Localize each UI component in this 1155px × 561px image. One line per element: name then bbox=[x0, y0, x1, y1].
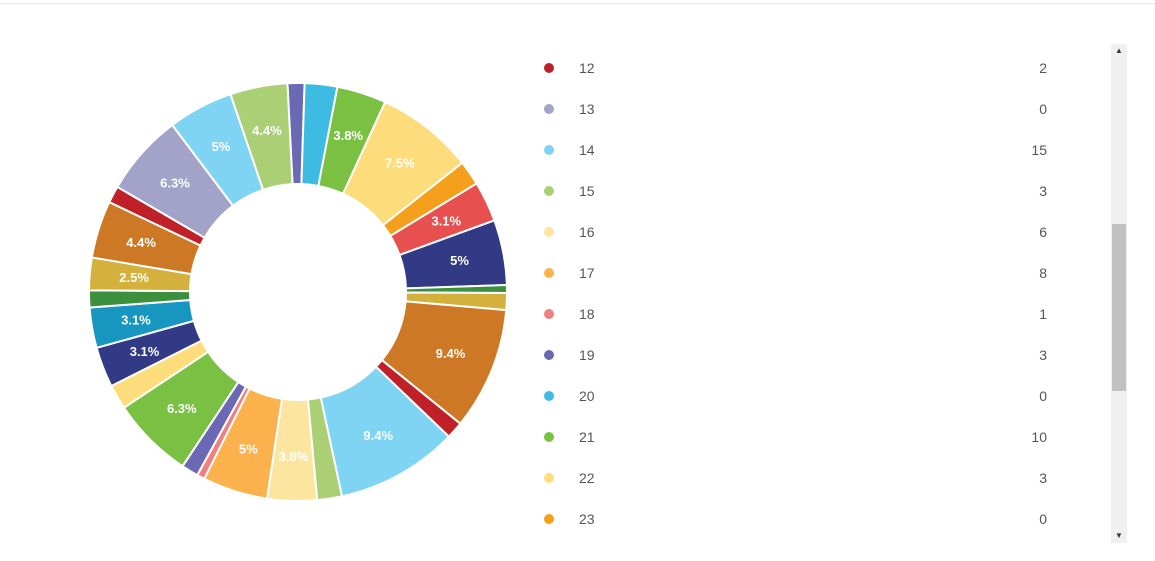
legend-item[interactable]: 15 3 bbox=[535, 171, 1075, 212]
legend-item[interactable]: 12 2 bbox=[535, 48, 1075, 89]
slice-data-label: 3.8% bbox=[333, 128, 363, 143]
legend-label: 13 bbox=[579, 101, 595, 117]
legend-list: 12 2 13 0 14 15 15 3 16 6 17 8 18 1 19 3 20 0 21 10 22 3 23 0 bbox=[535, 48, 1075, 538]
legend-count: 3 bbox=[1039, 347, 1047, 363]
legend-count: 3 bbox=[1039, 183, 1047, 199]
slice-data-label: 9.4% bbox=[363, 428, 393, 443]
slice-data-label: 5% bbox=[450, 253, 469, 268]
legend-label: 21 bbox=[579, 429, 595, 445]
slice-data-label: 2.5% bbox=[119, 270, 149, 285]
legend-count: 0 bbox=[1039, 388, 1047, 404]
legend-count: 0 bbox=[1039, 101, 1047, 117]
donut-slice[interactable] bbox=[229, 82, 294, 192]
legend-label: 16 bbox=[579, 224, 595, 240]
slice-data-label: 7.5% bbox=[385, 155, 415, 170]
legend-count: 2 bbox=[1039, 60, 1047, 76]
legend-label: 15 bbox=[579, 183, 595, 199]
legend-scrollbar[interactable]: ▲ ▼ bbox=[1111, 44, 1127, 543]
legend-label: 23 bbox=[579, 511, 595, 527]
legend-dot-icon bbox=[544, 473, 554, 483]
scroll-thumb[interactable] bbox=[1112, 224, 1126, 391]
legend-dot-icon bbox=[544, 227, 554, 237]
top-divider bbox=[0, 3, 1155, 4]
legend-label: 12 bbox=[579, 60, 595, 76]
legend-count: 0 bbox=[1039, 511, 1047, 527]
legend-dot-icon bbox=[544, 432, 554, 442]
legend-dot-icon bbox=[544, 186, 554, 196]
slice-data-label: 6.3% bbox=[160, 175, 190, 190]
slice-data-label: 3.1% bbox=[121, 313, 151, 328]
legend-item[interactable]: 18 1 bbox=[535, 294, 1075, 335]
scroll-up-icon[interactable]: ▲ bbox=[1115, 46, 1123, 55]
legend-dot-icon bbox=[544, 268, 554, 278]
legend-item[interactable]: 23 0 bbox=[535, 499, 1075, 538]
slice-data-label: 3.1% bbox=[130, 344, 160, 359]
legend-count: 3 bbox=[1039, 470, 1047, 486]
legend-label: 14 bbox=[579, 142, 595, 158]
legend-item[interactable]: 20 0 bbox=[535, 376, 1075, 417]
slice-data-label: 3.1% bbox=[431, 213, 461, 228]
scroll-down-icon[interactable]: ▼ bbox=[1115, 531, 1123, 540]
legend-dot-icon bbox=[544, 350, 554, 360]
legend-label: 20 bbox=[579, 388, 595, 404]
legend-label: 18 bbox=[579, 306, 595, 322]
legend-dot-icon bbox=[544, 514, 554, 524]
slice-data-label: 9.4% bbox=[436, 346, 466, 361]
legend-dot-icon bbox=[544, 391, 554, 401]
legend-dot-icon bbox=[544, 104, 554, 114]
donut-chart: 3.8% 7.5% 3.1% 5% 9.4% 9.4% 3.8% 5% 6.3% 3.1% 3.1%… bbox=[87, 82, 509, 502]
legend-item[interactable]: 14 15 bbox=[535, 130, 1075, 171]
legend-dot-icon bbox=[544, 309, 554, 319]
legend-count: 1 bbox=[1039, 306, 1047, 322]
slice-data-label: 6.3% bbox=[167, 401, 197, 416]
legend-item[interactable]: 17 8 bbox=[535, 253, 1075, 294]
legend-item[interactable]: 19 3 bbox=[535, 335, 1075, 376]
slice-data-label: 5% bbox=[212, 139, 231, 154]
slice-data-label: 3.8% bbox=[278, 449, 308, 464]
slice-data-label: 4.4% bbox=[252, 123, 282, 138]
slice-data-label: 5% bbox=[239, 441, 258, 456]
legend-label: 22 bbox=[579, 470, 595, 486]
legend-item[interactable]: 16 6 bbox=[535, 212, 1075, 253]
legend-label: 17 bbox=[579, 265, 595, 281]
legend-count: 6 bbox=[1039, 224, 1047, 240]
legend-count: 15 bbox=[1031, 142, 1047, 158]
legend-item[interactable]: 21 10 bbox=[535, 417, 1075, 458]
legend-dot-icon bbox=[544, 63, 554, 73]
legend-item[interactable]: 13 0 bbox=[535, 89, 1075, 130]
slice-data-label: 4.4% bbox=[126, 235, 156, 250]
legend-dot-icon bbox=[544, 145, 554, 155]
legend-count: 8 bbox=[1039, 265, 1047, 281]
legend-label: 19 bbox=[579, 347, 595, 363]
legend-count: 10 bbox=[1031, 429, 1047, 445]
legend-item[interactable]: 22 3 bbox=[535, 458, 1075, 499]
